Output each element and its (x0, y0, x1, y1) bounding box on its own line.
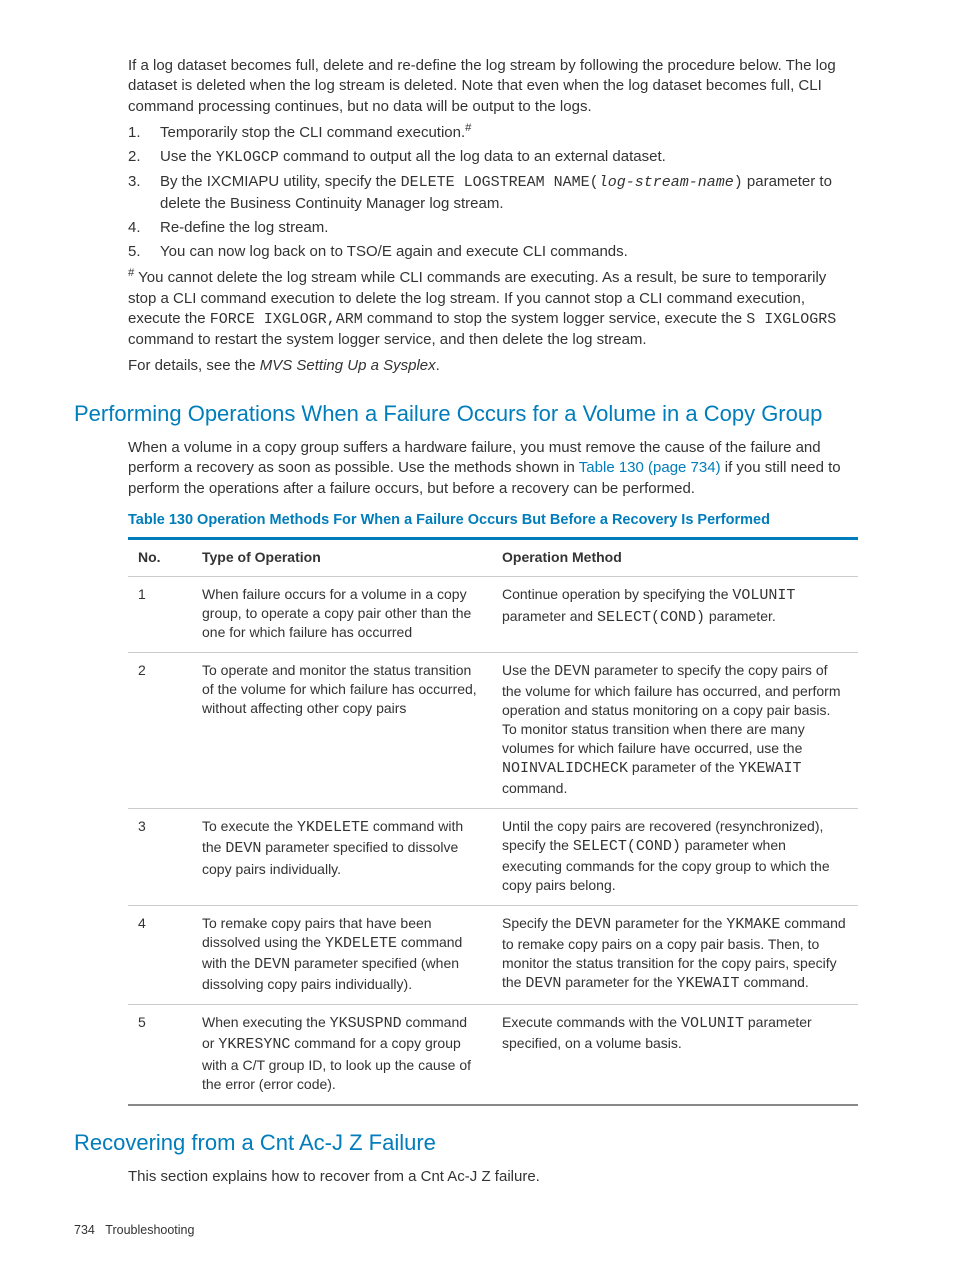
text: To execute the (202, 818, 297, 834)
table-row: 4 To remake copy pairs that have been di… (128, 905, 858, 1004)
step-number: 5. (128, 242, 152, 262)
table-caption: Table 130 Operation Methods For When a F… (128, 511, 858, 531)
cell-type: When failure occurs for a volume in a co… (192, 577, 492, 653)
cell-no: 2 (128, 653, 192, 809)
recover-paragraph: This section explains how to recover fro… (128, 1167, 858, 1187)
table-row: 5 When executing the YKSUSPND command or… (128, 1005, 858, 1105)
cell-method: Continue operation by specifying the VOL… (492, 577, 858, 653)
procedure-list: 1. Temporarily stop the CLI command exec… (128, 123, 858, 263)
code: VOLUNIT (732, 587, 795, 604)
text: command to restart the system logger ser… (128, 331, 647, 348)
details-paragraph: For details, see the MVS Setting Up a Sy… (128, 356, 858, 376)
cell-type: To execute the YKDELETE command with the… (192, 809, 492, 906)
cell-type: When executing the YKSUSPND command or Y… (192, 1005, 492, 1105)
code: SELECT(COND) (573, 838, 681, 855)
code: YKSUSPND (330, 1015, 402, 1032)
failure-intro-paragraph: When a volume in a copy group suffers a … (128, 438, 858, 499)
step-text: command to output all the log data to an… (279, 148, 666, 165)
heading-failure-operations: Performing Operations When a Failure Occ… (74, 399, 858, 429)
step-number: 2. (128, 147, 152, 167)
code: YKLOGCP (216, 149, 279, 166)
code: YKEWAIT (739, 760, 802, 777)
code: YKRESYNC (218, 1036, 290, 1053)
hash-sup: # (465, 122, 471, 134)
reference-title: MVS Setting Up a Sysplex (260, 357, 436, 374)
cell-no: 3 (128, 809, 192, 906)
code: DELETE LOGSTREAM NAME( (401, 174, 599, 191)
code: ) (734, 174, 743, 191)
text: command. (502, 780, 567, 796)
col-type: Type of Operation (192, 538, 492, 577)
cell-type: To operate and monitor the status transi… (192, 653, 492, 809)
code: YKEWAIT (677, 975, 740, 992)
intro-paragraph: If a log dataset becomes full, delete an… (128, 56, 858, 117)
code: DEVN (554, 663, 590, 680)
cell-no: 4 (128, 905, 192, 1004)
text: Continue operation by specifying the (502, 586, 732, 602)
step-text: You can now log back on to TSO/E again a… (160, 243, 628, 260)
cell-method: Execute commands with the VOLUNIT parame… (492, 1005, 858, 1105)
step-2: 2. Use the YKLOGCP command to output all… (128, 147, 858, 168)
col-no: No. (128, 538, 192, 577)
cell-method: Specify the DEVN parameter for the YKMAK… (492, 905, 858, 1004)
cell-method: Use the DEVN parameter to specify the co… (492, 653, 858, 809)
step-text: Re-define the log stream. (160, 219, 328, 236)
code: YKDELETE (325, 935, 397, 952)
col-method: Operation Method (492, 538, 858, 577)
text: When failure occurs for a volume in a co… (202, 586, 471, 640)
text: . (436, 357, 440, 374)
text: Execute commands with the (502, 1014, 681, 1030)
step-3: 3. By the IXCMIAPU utility, specify the … (128, 172, 858, 214)
table-row: 1 When failure occurs for a volume in a … (128, 577, 858, 653)
code: DEVN (575, 916, 611, 933)
step-text: By the IXCMIAPU utility, specify the (160, 173, 401, 190)
text: parameter for the (561, 974, 676, 990)
code: SELECT(COND) (597, 609, 705, 626)
text: parameter. (705, 608, 776, 624)
operation-methods-table: No. Type of Operation Operation Method 1… (128, 537, 858, 1106)
code: YKMAKE (726, 916, 780, 933)
code: YKDELETE (297, 819, 369, 836)
text: command. (740, 974, 809, 990)
page-number: 734 (74, 1223, 95, 1237)
step-text: Use the (160, 148, 216, 165)
step-number: 3. (128, 172, 152, 192)
step-5: 5. You can now log back on to TSO/E agai… (128, 242, 858, 262)
text: Specify the (502, 915, 575, 931)
table-link[interactable]: Table 130 (page 734) (579, 459, 721, 476)
step-number: 4. (128, 218, 152, 238)
text: Use the (502, 662, 554, 678)
text: parameter for the (611, 915, 726, 931)
code: DEVN (254, 956, 290, 973)
table-row: 2 To operate and monitor the status tran… (128, 653, 858, 809)
code: S IXGLOGRS (746, 311, 836, 328)
cell-no: 1 (128, 577, 192, 653)
text: When executing the (202, 1014, 330, 1030)
heading-recovering: Recovering from a Cnt Ac-J Z Failure (74, 1128, 858, 1158)
code: DEVN (525, 975, 561, 992)
text: command to stop the system logger servic… (363, 310, 747, 327)
text: To operate and monitor the status transi… (202, 662, 477, 716)
text: parameter of the (628, 759, 739, 775)
section-name: Troubleshooting (105, 1223, 194, 1237)
step-4: 4. Re-define the log stream. (128, 218, 858, 238)
text: For details, see the (128, 357, 260, 374)
code: NOINVALIDCHECK (502, 760, 628, 777)
step-1: 1. Temporarily stop the CLI command exec… (128, 123, 858, 143)
cell-no: 5 (128, 1005, 192, 1105)
table-header-row: No. Type of Operation Operation Method (128, 538, 858, 577)
page-footer: 734 Troubleshooting (74, 1222, 194, 1239)
code: VOLUNIT (681, 1015, 744, 1032)
code: FORCE IXGLOGR,ARM (210, 311, 363, 328)
step-number: 1. (128, 123, 152, 143)
code-italic: log-stream-name (599, 174, 734, 191)
table-row: 3 To execute the YKDELETE command with t… (128, 809, 858, 906)
cell-type: To remake copy pairs that have been diss… (192, 905, 492, 1004)
cell-method: Until the copy pairs are recovered (resy… (492, 809, 858, 906)
step-text: Temporarily stop the CLI command executi… (160, 124, 465, 141)
hash-note: # You cannot delete the log stream while… (128, 268, 858, 350)
text: parameter and (502, 608, 597, 624)
code: DEVN (225, 840, 261, 857)
page: If a log dataset becomes full, delete an… (0, 0, 954, 1271)
